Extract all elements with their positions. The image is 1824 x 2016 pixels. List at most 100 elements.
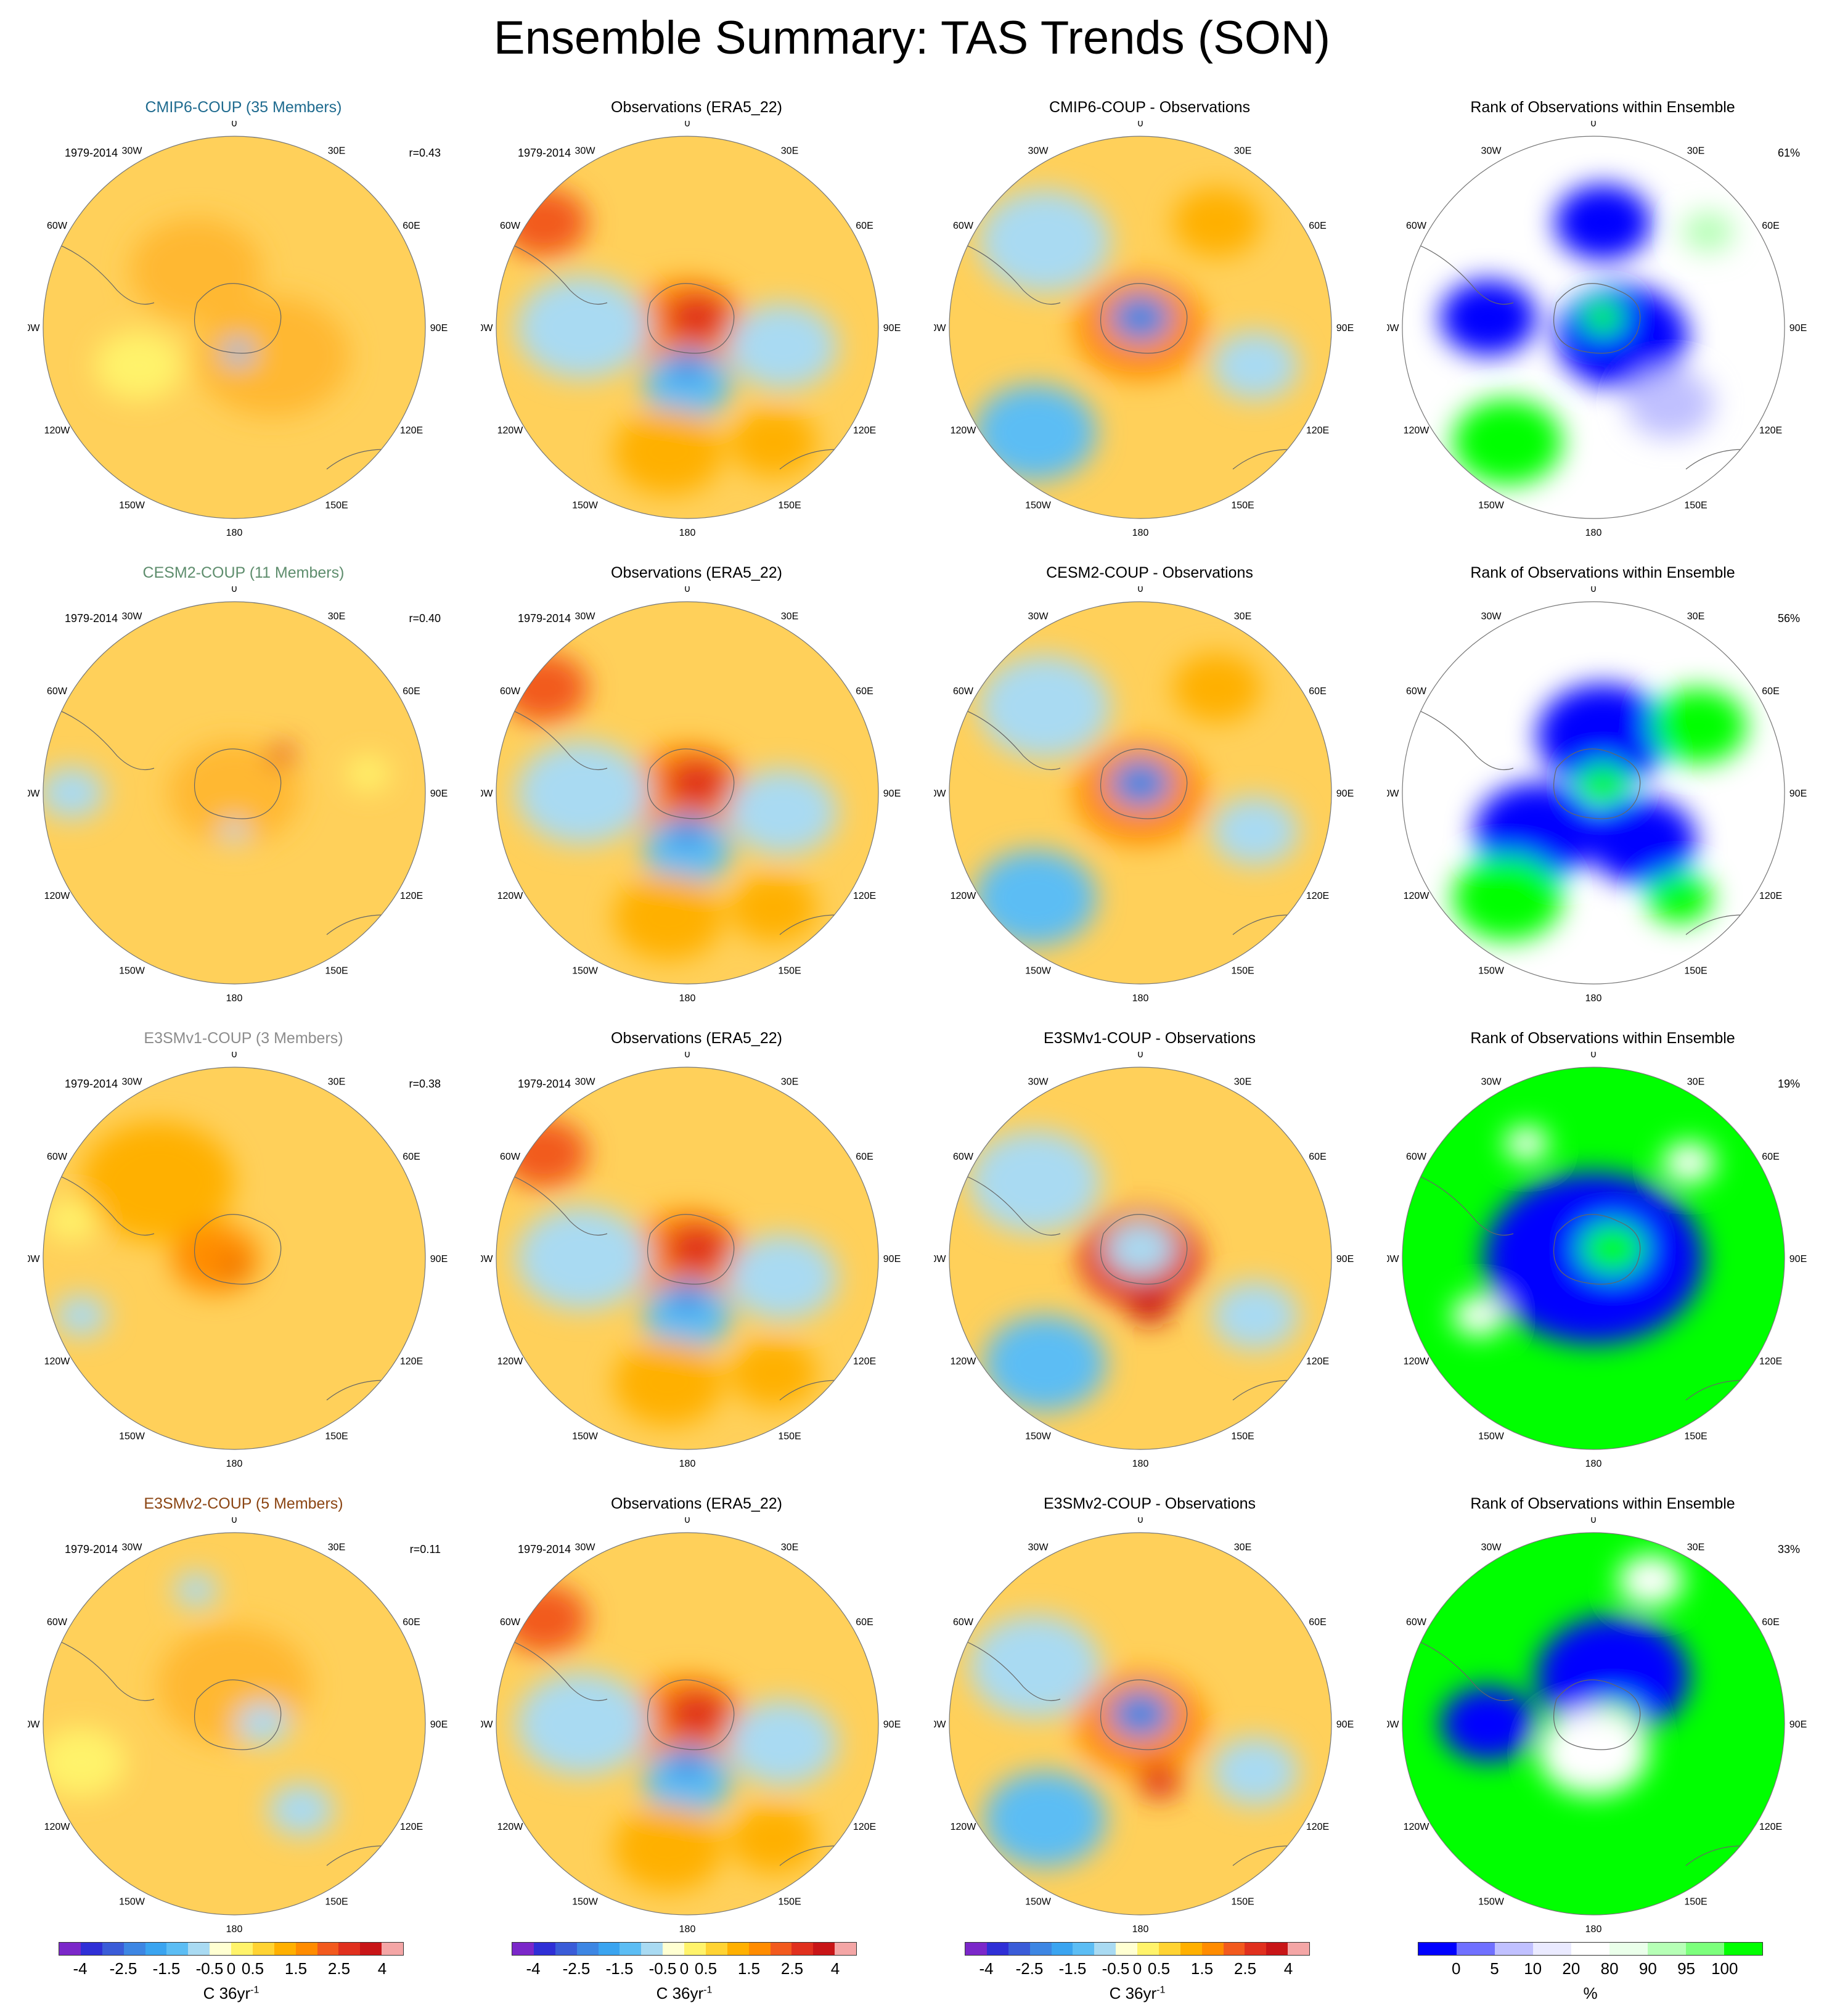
colorbar-swatches bbox=[59, 1942, 404, 1956]
antarctica-coastline bbox=[647, 1214, 735, 1285]
field-patch bbox=[236, 1703, 290, 1745]
longitude-label: 60W bbox=[47, 221, 68, 231]
longitude-label: 60W bbox=[1406, 1617, 1427, 1628]
longitude-label: 120W bbox=[44, 1356, 71, 1367]
longitude-label: 90W bbox=[934, 323, 946, 334]
field-patch bbox=[516, 276, 648, 379]
longitude-label: 120W bbox=[951, 425, 977, 436]
colorbar-tick-label: 2.5 bbox=[780, 1959, 804, 1978]
colorbar-swatch bbox=[1686, 1943, 1724, 1955]
panel-title: Observations (ERA5_22) bbox=[611, 1030, 782, 1047]
colorbar-swatch bbox=[1571, 1943, 1609, 1955]
longitude-label: 120E bbox=[853, 425, 876, 436]
longitude-label: 90W bbox=[1387, 1719, 1399, 1730]
field-patch bbox=[727, 769, 838, 855]
colorbar-tick-label: 5 bbox=[1490, 1959, 1499, 1978]
antarctica-coastline bbox=[647, 748, 735, 819]
colorbar-tick-label: -2.5 bbox=[562, 1959, 591, 1978]
field-patch bbox=[195, 295, 350, 417]
percent-label: 19% bbox=[1777, 1078, 1800, 1090]
colorbar-swatch bbox=[555, 1943, 577, 1955]
map-boundary bbox=[949, 1067, 1332, 1450]
longitude-label: 60W bbox=[1406, 221, 1427, 231]
map-boundary bbox=[1402, 1067, 1785, 1450]
longitude-label: 60W bbox=[953, 1152, 974, 1162]
map-boundary bbox=[496, 601, 879, 985]
colorbar-swatch bbox=[59, 1943, 81, 1955]
field-patch bbox=[669, 1748, 705, 1776]
longitude-label: 120E bbox=[1306, 891, 1329, 901]
longitude-label: 60W bbox=[500, 686, 521, 697]
longitude-label: 120W bbox=[44, 891, 71, 901]
field-patch bbox=[1537, 684, 1669, 787]
period-label: 1979-2014 bbox=[65, 147, 118, 159]
colorbar-swatch bbox=[317, 1943, 339, 1955]
field-patch bbox=[1626, 369, 1714, 438]
south-america-coastline bbox=[502, 1637, 608, 1702]
antarctica-coastline bbox=[1553, 1679, 1641, 1750]
field-patch bbox=[1581, 300, 1626, 335]
colorbar-swatch bbox=[770, 1943, 792, 1955]
colorbar-swatch bbox=[360, 1943, 382, 1955]
map-boundary bbox=[1402, 1532, 1785, 1916]
longitude-label: 90E bbox=[430, 323, 448, 334]
south-america-coastline bbox=[49, 240, 155, 305]
colorbar-model: -4 -2.5 -1.5 -0.5 0 0.5 1.5 2.5 4 C 36yr-1 bbox=[59, 1942, 404, 2010]
longitude-label: 30W bbox=[1481, 145, 1502, 156]
longitude-label: 60E bbox=[403, 1617, 420, 1628]
colorbar-swatch bbox=[748, 1943, 771, 1955]
longitude-label: 60W bbox=[953, 1617, 974, 1628]
longitude-label: 90W bbox=[28, 789, 40, 799]
period-label: 1979-2014 bbox=[518, 147, 571, 159]
antarctica-coastline bbox=[194, 283, 282, 354]
colorbar-swatch bbox=[210, 1943, 231, 1955]
longitude-label: 90E bbox=[1789, 323, 1807, 334]
longitude-label: 120E bbox=[1759, 425, 1782, 436]
longitude-label: 60E bbox=[1762, 1152, 1779, 1162]
south-america-coastline bbox=[1408, 240, 1514, 305]
field-patch bbox=[729, 873, 817, 942]
longitude-label: 120E bbox=[853, 1822, 876, 1832]
longitude-label: 180 bbox=[679, 993, 696, 1004]
field-patch bbox=[1440, 1686, 1537, 1762]
longitude-label: 30E bbox=[781, 611, 798, 621]
longitude-label: 120E bbox=[1759, 1822, 1782, 1832]
map-panel-diff: CMIP6-COUP - Observations 0 30E 60E 90E 120E 1… bbox=[934, 99, 1365, 543]
percent-label: 61% bbox=[1777, 147, 1800, 159]
longitude-label: 0 bbox=[232, 586, 237, 594]
longitude-label: 30W bbox=[1028, 611, 1049, 621]
map-panel-rank: Rank of Observations within Ensemble 33% 0… bbox=[1387, 1495, 1818, 1939]
longitude-label: 60W bbox=[500, 221, 521, 231]
panel-title: Rank of Observations within Ensemble bbox=[1470, 564, 1735, 581]
colorbar-swatches bbox=[512, 1942, 857, 1956]
polar-map: 0 30E 60E 90E 120E 150E 180 150W 120W 90W 60W 30W bbox=[481, 586, 901, 1004]
longitude-label: 120E bbox=[1306, 425, 1329, 436]
longitude-label: 90E bbox=[430, 1254, 448, 1264]
map-panel-diff: E3SMv1-COUP - Observations 0 30E 60E 90E 120E… bbox=[934, 1030, 1365, 1473]
field-patch bbox=[1576, 763, 1630, 804]
colorbar-tick-label: 80 bbox=[1600, 1959, 1619, 1978]
longitude-label: 120E bbox=[400, 891, 423, 901]
longitude-label: 180 bbox=[679, 528, 696, 538]
colorbar-swatch bbox=[835, 1943, 856, 1955]
polar-map: 0 30E 60E 90E 120E 150E 180 150W 120W 90W 60W 30W bbox=[481, 121, 901, 538]
correlation-label: r=0.38 bbox=[409, 1078, 441, 1090]
field-patch bbox=[613, 408, 724, 495]
longitude-label: 30E bbox=[1234, 1076, 1251, 1087]
colorbar-swatches bbox=[965, 1942, 1310, 1956]
colorbar-swatch bbox=[145, 1943, 167, 1955]
longitude-label: 120E bbox=[1759, 891, 1782, 901]
longitude-label: 150W bbox=[1478, 1432, 1505, 1442]
longitude-label: 0 bbox=[232, 1052, 237, 1060]
longitude-label: 150E bbox=[1684, 501, 1707, 511]
map-boundary bbox=[43, 1532, 426, 1916]
longitude-label: 90W bbox=[481, 323, 493, 334]
longitude-label: 90E bbox=[883, 1719, 901, 1730]
longitude-label: 60E bbox=[1309, 1617, 1326, 1628]
longitude-label: 90W bbox=[481, 1254, 493, 1264]
longitude-label: 60E bbox=[403, 221, 420, 231]
antarctica-coastline bbox=[647, 283, 735, 354]
south-america-coastline bbox=[955, 1637, 1061, 1702]
map-panel-rank: Rank of Observations within Ensemble 56% 0… bbox=[1387, 564, 1818, 1008]
longitude-label: 180 bbox=[226, 1924, 243, 1935]
